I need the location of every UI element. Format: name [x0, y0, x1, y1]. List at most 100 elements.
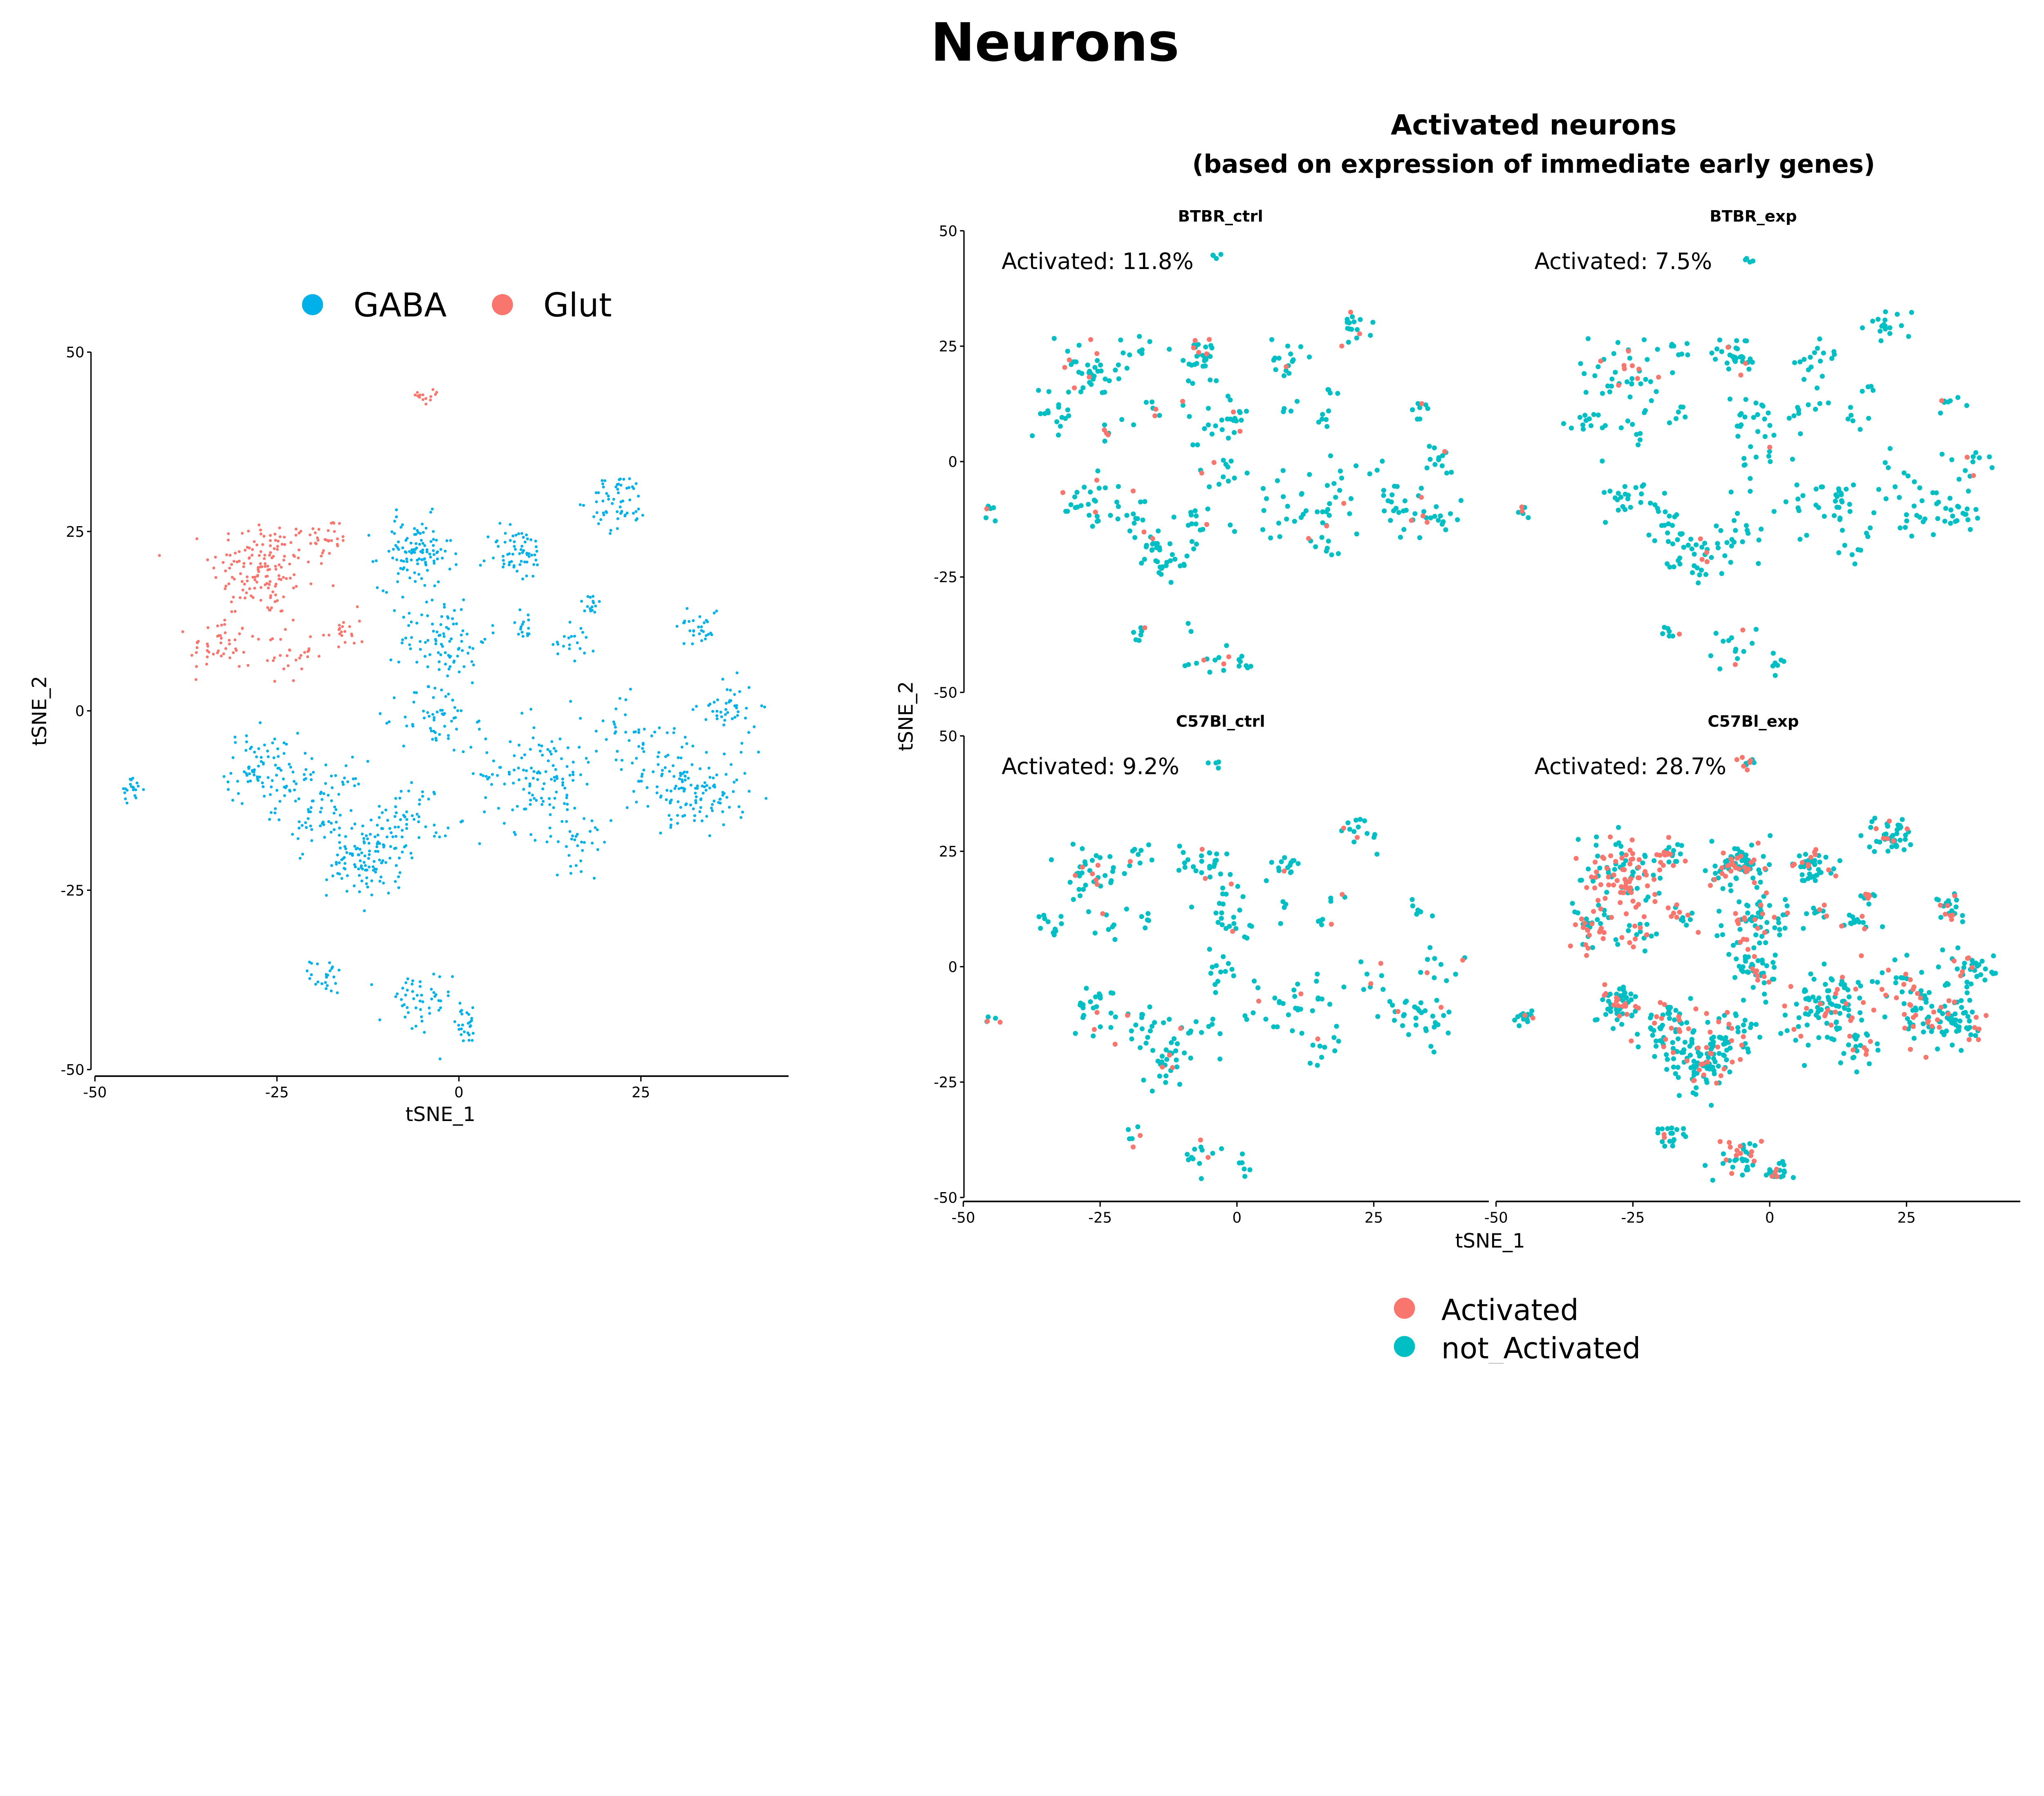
point-gaba	[670, 818, 673, 821]
point-not-activated	[1110, 869, 1116, 874]
point-not-activated	[1964, 984, 1970, 990]
point-not-activated	[1116, 376, 1121, 381]
point-not-activated	[1743, 397, 1748, 402]
point-gaba	[418, 543, 421, 546]
point-not-activated	[1725, 1039, 1730, 1045]
point-not-activated	[1900, 975, 1905, 981]
point-not-activated	[1580, 426, 1586, 432]
point-gaba	[617, 491, 620, 495]
point-not-activated	[1773, 673, 1778, 678]
point-gaba	[529, 798, 532, 802]
point-gaba	[721, 677, 724, 681]
point-gaba	[520, 545, 524, 548]
point-gaba	[433, 718, 436, 722]
point-glut	[269, 539, 272, 542]
point-gaba	[668, 770, 671, 773]
point-activated	[1602, 993, 1607, 998]
point-not-activated	[1319, 1054, 1325, 1060]
point-not-activated	[1271, 1024, 1276, 1029]
point-gaba	[365, 868, 368, 872]
point-gaba	[273, 738, 276, 741]
point-not-activated	[1331, 1035, 1337, 1040]
point-not-activated	[1058, 424, 1063, 429]
point-not-activated	[1630, 869, 1636, 875]
point-not-activated	[1275, 478, 1280, 483]
point-gaba	[421, 548, 424, 552]
point-not-activated	[1329, 552, 1334, 558]
point-not-activated	[1843, 487, 1849, 492]
point-not-activated	[1941, 1032, 1947, 1038]
point-gaba	[483, 810, 486, 814]
point-gaba	[385, 591, 388, 594]
point-gaba	[410, 558, 413, 562]
point-gaba	[276, 747, 279, 751]
point-gaba	[641, 513, 644, 517]
point-not-activated	[1404, 998, 1409, 1004]
point-glut	[195, 537, 199, 540]
point-gaba	[356, 847, 359, 850]
point-activated	[1724, 1157, 1729, 1163]
point-activated	[1094, 877, 1099, 883]
point-not-activated	[1852, 561, 1858, 567]
point-gaba	[337, 969, 341, 972]
point-gaba	[556, 652, 560, 655]
point-gaba	[572, 760, 575, 764]
figure-title: Neurons	[931, 12, 1179, 73]
point-glut	[283, 543, 287, 546]
point-gaba	[350, 809, 353, 812]
point-not-activated	[1290, 1028, 1295, 1034]
point-not-activated	[1438, 962, 1443, 967]
point-glut	[216, 624, 219, 628]
point-not-activated	[1264, 878, 1269, 883]
point-not-activated	[1739, 411, 1744, 416]
point-activated	[1670, 1050, 1676, 1055]
point-not-activated	[1444, 978, 1449, 983]
point-glut	[261, 543, 264, 546]
point-gaba	[594, 491, 598, 494]
point-gaba	[446, 994, 450, 998]
point-not-activated	[1894, 844, 1899, 850]
point-activated	[1714, 1081, 1719, 1086]
point-activated	[1611, 882, 1616, 888]
point-not-activated	[1619, 1022, 1625, 1027]
point-activated	[1911, 1015, 1916, 1020]
point-glut	[259, 528, 262, 531]
point-gaba	[418, 798, 421, 801]
point-gaba	[715, 710, 719, 713]
point-not-activated	[1670, 633, 1676, 639]
point-not-activated	[1615, 497, 1620, 502]
point-not-activated	[1967, 1018, 1972, 1024]
point-activated	[1863, 1052, 1869, 1057]
point-gaba	[448, 567, 451, 571]
point-not-activated	[1182, 860, 1187, 865]
point-not-activated	[1125, 1127, 1131, 1132]
point-not-activated	[1208, 377, 1213, 383]
point-activated	[1615, 1003, 1621, 1009]
point-gaba	[325, 878, 328, 881]
point-not-activated	[1634, 886, 1640, 891]
point-not-activated	[1417, 535, 1423, 540]
point-gaba	[641, 742, 645, 745]
point-not-activated	[1746, 1049, 1751, 1055]
point-glut	[253, 578, 257, 581]
point-activated	[1729, 1038, 1734, 1043]
point-not-activated	[1276, 520, 1282, 526]
point-not-activated	[1756, 537, 1762, 543]
point-not-activated	[1676, 352, 1681, 357]
point-not-activated	[1652, 1054, 1657, 1059]
point-gaba	[428, 1012, 431, 1015]
point-glut	[250, 554, 254, 557]
point-glut	[249, 562, 252, 565]
point-not-activated	[1313, 544, 1318, 549]
point-glut	[251, 576, 255, 579]
point-gaba	[441, 556, 444, 560]
point-gaba	[408, 550, 411, 553]
point-gaba	[669, 826, 672, 829]
point-gaba	[404, 539, 408, 542]
point-activated	[1734, 757, 1739, 762]
point-gaba	[632, 790, 635, 793]
point-gaba	[522, 620, 525, 623]
point-not-activated	[1856, 980, 1861, 985]
point-not-activated	[1137, 1045, 1143, 1050]
point-glut	[258, 523, 261, 527]
